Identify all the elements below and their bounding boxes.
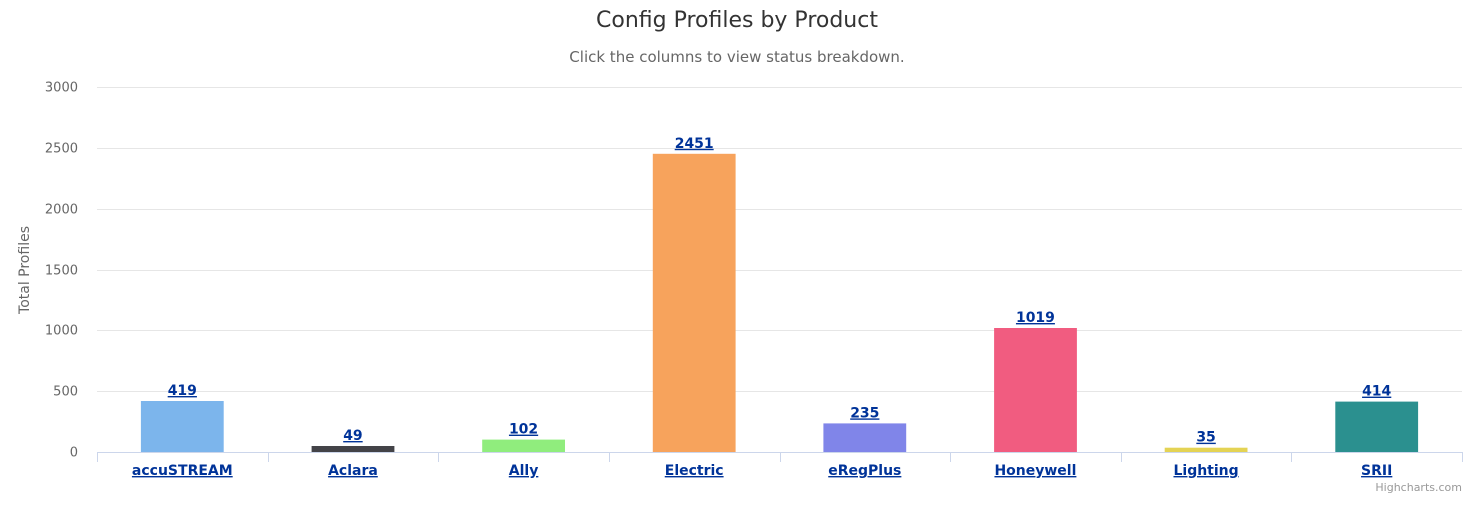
x-axis-ticks: accuSTREAM Aclara Ally Electric eRegPlus Hone…	[132, 463, 1392, 479]
x-tick-label-ally[interactable]: Ally	[509, 463, 539, 479]
credits-link[interactable]: Highcharts.com	[1375, 481, 1462, 494]
x-tick-label-accustream[interactable]: accuSTREAM	[132, 463, 233, 479]
bar-aclara[interactable]	[311, 446, 395, 452]
x-tick-label-eregplus[interactable]: eRegPlus	[828, 463, 901, 479]
y-tick-label: 0	[70, 446, 78, 461]
y-tick-label: 500	[53, 385, 78, 400]
data-label-accustream[interactable]: 419	[168, 383, 197, 399]
y-tick-label: 2000	[45, 203, 78, 218]
bar-srii[interactable]	[1335, 401, 1419, 452]
bar-lighting[interactable]	[1164, 447, 1248, 452]
y-axis-ticks: 0 500 1000 1500 2000 2500 3000	[45, 81, 78, 461]
chart-title: Config Profiles by Product	[596, 8, 878, 33]
data-label-eregplus[interactable]: 235	[850, 405, 879, 421]
bar-accustream[interactable]	[140, 401, 224, 452]
x-tick-label-srii[interactable]: SRII	[1361, 463, 1392, 479]
gridlines	[97, 87, 1462, 392]
data-labels: 419 49 102 2451 235 1019 35 414	[168, 136, 1392, 446]
y-tick-label: 1000	[45, 324, 78, 339]
y-tick-label: 2500	[45, 142, 78, 157]
data-label-srii[interactable]: 414	[1362, 384, 1391, 400]
data-label-aclara[interactable]: 49	[343, 428, 362, 444]
y-tick-label: 1500	[45, 264, 78, 279]
x-tick-label-lighting[interactable]: Lighting	[1173, 463, 1238, 479]
y-tick-label: 3000	[45, 81, 78, 96]
x-axis	[97, 452, 1463, 462]
y-axis-label: Total Profiles	[17, 226, 33, 315]
x-tick-label-electric[interactable]: Electric	[665, 463, 724, 479]
x-tick-label-aclara[interactable]: Aclara	[328, 463, 378, 479]
chart-subtitle: Click the columns to view status breakdo…	[569, 48, 904, 66]
bars	[140, 153, 1419, 453]
data-label-honeywell[interactable]: 1019	[1016, 310, 1055, 326]
x-tick-label-honeywell[interactable]: Honeywell	[994, 463, 1076, 479]
data-label-ally[interactable]: 102	[509, 422, 538, 438]
data-label-electric[interactable]: 2451	[675, 136, 714, 152]
bar-eregplus[interactable]	[823, 423, 907, 452]
bar-ally[interactable]	[482, 439, 565, 452]
bar-electric[interactable]	[652, 153, 736, 453]
data-label-lighting[interactable]: 35	[1196, 430, 1215, 446]
bar-honeywell[interactable]	[994, 328, 1077, 452]
